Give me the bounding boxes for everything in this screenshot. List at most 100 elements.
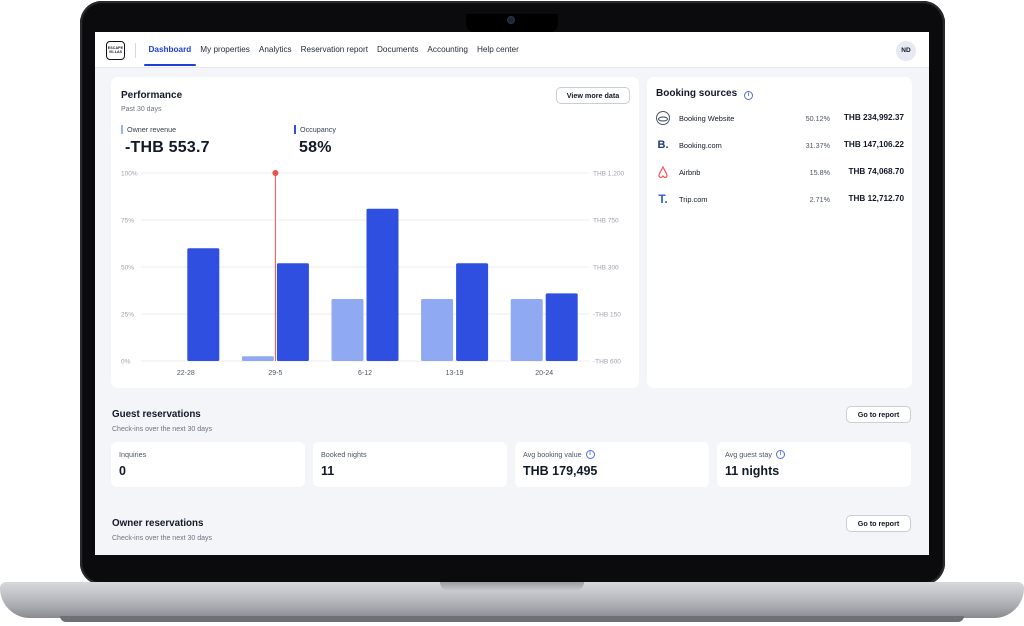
stat-value: THB 179,495 xyxy=(523,464,598,478)
owner-revenue-value: -THB 553.7 xyxy=(125,139,210,156)
chart-bar xyxy=(331,298,364,361)
left-axis-tick-label: 100% xyxy=(121,171,138,178)
owner-go-to-report-button[interactable]: Go to report xyxy=(846,515,911,532)
globe-icon xyxy=(656,111,670,125)
stat-card-avg-booking-value: Avg booking value i THB 179,495 xyxy=(515,442,709,487)
performance-title: Performance xyxy=(121,90,183,101)
guest-reservations-title: Guest reservations xyxy=(112,409,201,420)
performance-chart: 100% THB 1,200 75% THB 750 50% THB 300 25% -THB… xyxy=(121,170,624,377)
stat-card-booked-nights: Booked nights 11 xyxy=(313,442,507,487)
chart-bar xyxy=(241,356,274,361)
booking-source-row[interactable]: T. Trip.com 2.71% THB 12,712.70 xyxy=(656,192,904,208)
source-percent: 2.71% xyxy=(809,195,830,204)
left-axis-tick-label: 75% xyxy=(121,218,134,225)
stat-value: 11 nights xyxy=(725,464,780,478)
airbnb-icon xyxy=(656,165,670,179)
nav-item-analytics[interactable]: Analytics xyxy=(258,45,292,54)
info-icon[interactable]: i xyxy=(776,450,786,459)
stat-card-avg-guest-stay: Avg guest stay i 11 nights xyxy=(717,442,911,487)
chart-bar xyxy=(187,248,220,361)
source-name: Booking.com xyxy=(679,141,722,150)
booking-com-icon: B. xyxy=(657,139,669,151)
nav-item-help-center[interactable]: Help center xyxy=(476,45,519,54)
stat-label-text: Inquiries xyxy=(119,450,147,459)
chart-marker-dot xyxy=(272,170,279,176)
chart-bar xyxy=(421,298,454,361)
logo-line-2: VILLAS xyxy=(108,50,123,55)
booking-sources-title: Booking sources i xyxy=(656,88,753,100)
source-name: Trip.com xyxy=(679,195,708,204)
occupancy-label: Occupancy xyxy=(294,125,336,134)
occupancy-value: 58% xyxy=(299,139,332,156)
source-name: Booking Website xyxy=(679,114,735,123)
nav-divider xyxy=(135,43,136,58)
chart-bar xyxy=(510,298,543,361)
guest-reservations-subtitle: Check-ins over the next 30 days xyxy=(112,426,212,433)
x-axis-tick-label: 20-24 xyxy=(535,370,553,377)
booking-source-row[interactable]: Booking Website 50.12% THB 234,992.37 xyxy=(656,111,904,127)
right-axis-tick-label: THB 1,200 xyxy=(593,171,624,178)
owner-reservations-subtitle: Check-ins over the next 30 days xyxy=(112,535,212,542)
info-icon[interactable]: i xyxy=(743,91,753,100)
stat-label: Inquiries xyxy=(119,450,146,459)
view-more-data-button[interactable]: View more data xyxy=(556,87,630,104)
booking-sources-card: Booking sources i Booking Website 50.12%… xyxy=(647,77,912,388)
right-axis-tick-label: THB 750 xyxy=(593,218,619,225)
stat-value: 11 xyxy=(321,464,335,478)
booking-sources-title-text: Booking sources xyxy=(656,88,738,99)
stat-card-inquiries: Inquiries 0 xyxy=(111,442,305,487)
camera-icon xyxy=(508,17,514,23)
x-axis-tick-label: 6-12 xyxy=(358,370,372,377)
nav-item-dashboard[interactable]: Dashboard xyxy=(144,32,196,68)
laptop-base-edge xyxy=(60,616,964,622)
left-axis-tick-label: 25% xyxy=(121,312,134,319)
user-avatar[interactable]: ND xyxy=(896,41,916,61)
source-amount: THB 147,106.22 xyxy=(843,140,904,149)
x-axis-tick-label: 22-28 xyxy=(177,370,195,377)
nav-item-documents[interactable]: Documents xyxy=(377,45,419,54)
source-amount: THB 234,992.37 xyxy=(843,113,904,122)
source-amount: THB 12,712.70 xyxy=(848,194,904,203)
stat-label-text: Booked nights xyxy=(321,450,367,459)
top-navigation: ESCAPE VILLAS Dashboard My properties An… xyxy=(95,32,929,68)
stat-label: Booked nights xyxy=(321,450,367,459)
trip-com-icon: T. xyxy=(658,192,668,206)
source-amount: THB 74,068.70 xyxy=(848,167,904,176)
performance-subtitle: Past 30 days xyxy=(121,106,162,113)
chart-bar xyxy=(456,263,489,361)
stat-label: Avg guest stay i xyxy=(725,450,786,459)
chart-bar xyxy=(366,208,399,361)
camera-notch xyxy=(466,14,558,32)
left-axis-tick-label: 50% xyxy=(121,265,134,272)
info-icon[interactable]: i xyxy=(585,450,595,459)
escape-villas-logo[interactable]: ESCAPE VILLAS xyxy=(106,41,125,60)
x-axis-tick-label: 29-5 xyxy=(268,370,282,377)
logo-line-1: ESCAPE xyxy=(107,46,124,50)
left-axis-tick-label: 0% xyxy=(121,359,131,366)
performance-card: Performance Past 30 days View more data … xyxy=(111,77,639,388)
owner-reservations-title: Owner reservations xyxy=(112,518,204,529)
right-axis-tick-label: -THB 600 xyxy=(593,359,621,366)
source-percent: 31.37% xyxy=(805,141,830,150)
booking-source-row[interactable]: Airbnb 15.8% THB 74,068.70 xyxy=(656,165,904,181)
right-axis-tick-label: THB 300 xyxy=(593,265,619,272)
source-name: Airbnb xyxy=(679,168,701,177)
stat-label-text: Avg guest stay xyxy=(725,450,773,459)
right-axis-tick-label: -THB 150 xyxy=(593,312,621,319)
app-screen: ESCAPE VILLAS Dashboard My properties An… xyxy=(95,32,929,555)
chart-bar xyxy=(545,293,578,361)
guest-go-to-report-button[interactable]: Go to report xyxy=(846,406,911,423)
nav-item-accounting[interactable]: Accounting xyxy=(427,45,468,54)
stat-label: Avg booking value i xyxy=(523,450,595,459)
booking-source-row[interactable]: B. Booking.com 31.37% THB 147,106.22 xyxy=(656,138,905,154)
chart-bar xyxy=(276,263,309,361)
nav-items: Dashboard My properties Analytics Reserv… xyxy=(144,32,523,68)
stat-label-text: Avg booking value xyxy=(523,450,582,459)
nav-item-reservation-report[interactable]: Reservation report xyxy=(300,45,368,54)
nav-item-my-properties[interactable]: My properties xyxy=(200,45,250,54)
x-axis-tick-label: 13-19 xyxy=(446,370,464,377)
source-percent: 50.12% xyxy=(805,114,830,123)
source-percent: 15.8% xyxy=(809,168,830,177)
laptop-opening-groove xyxy=(440,582,584,591)
stat-value: 0 xyxy=(119,464,126,478)
